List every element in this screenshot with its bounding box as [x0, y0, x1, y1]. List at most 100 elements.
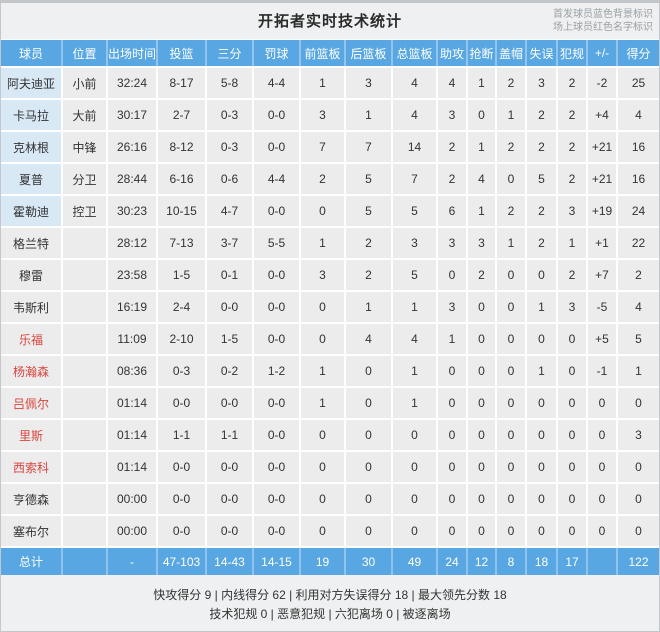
stat-cell [63, 356, 106, 386]
legend: 首发球员蓝色背景标识 场上球员红色名字标识 [553, 8, 653, 34]
column-header: 位置 [63, 40, 106, 66]
stat-cell: 3 [558, 292, 586, 322]
stat-cell: 0 [346, 452, 391, 482]
stat-cell: 3 [618, 420, 659, 450]
stat-cell: 0 [588, 452, 616, 482]
stat-cell: 0 [558, 420, 586, 450]
stat-cell: 3 [438, 292, 466, 322]
player-name-cell: 杨瀚森 [1, 356, 61, 386]
stat-cell: 1 [468, 196, 495, 226]
player-row: 里斯 01:14 1-1 1-1 0-0 0 0 0 0 0 0 0 0 0 3 [1, 420, 659, 450]
stat-cell: 0 [497, 420, 525, 450]
column-header: 总篮板 [393, 40, 436, 66]
stat-cell: 1 [497, 228, 525, 258]
stat-cell: 1-1 [207, 420, 252, 450]
stat-cell: 0-0 [254, 420, 299, 450]
total-stat-cell: 24 [438, 548, 466, 575]
player-name-cell: 克林根 [1, 132, 61, 162]
stat-cell: 1-1 [158, 420, 205, 450]
stat-cell: 5-5 [254, 228, 299, 258]
stat-cell: 0 [558, 516, 586, 546]
stat-cell: 3 [301, 260, 344, 290]
column-header: 罚球 [254, 40, 299, 66]
player-row: 克林根 中锋 26:16 8-12 0-3 0-0 7 7 14 2 1 2 2 2 +21 16 [1, 132, 659, 162]
player-row: 韦斯利 16:19 2-4 0-0 0-0 0 1 1 3 0 0 1 3 -5 4 [1, 292, 659, 322]
player-row: 夏普 分卫 28:44 6-16 0-6 4-4 2 5 7 2 4 0 5 2 +21 16 [1, 164, 659, 194]
stat-cell [63, 420, 106, 450]
stat-cell: 3 [558, 196, 586, 226]
player-name-cell: 卡马拉 [1, 100, 61, 130]
stat-cell: 28:44 [108, 164, 156, 194]
stat-cell: 5 [393, 196, 436, 226]
stat-cell: 4 [393, 324, 436, 354]
stat-cell: 4 [393, 68, 436, 98]
stat-cell: 0-0 [207, 292, 252, 322]
stat-cell: 3 [527, 68, 556, 98]
stat-cell: 7-13 [158, 228, 205, 258]
stat-cell: 分卫 [63, 164, 106, 194]
stat-cell: 1-2 [254, 356, 299, 386]
stat-cell: 3 [468, 228, 495, 258]
stat-cell: 2-10 [158, 324, 205, 354]
stat-cell: 0 [497, 292, 525, 322]
stat-cell: 30:17 [108, 100, 156, 130]
stat-cell: 0 [301, 196, 344, 226]
stat-cell: 1-5 [158, 260, 205, 290]
stat-cell: 0 [438, 484, 466, 514]
stat-cell: 2 [497, 68, 525, 98]
stat-cell: 0 [301, 292, 344, 322]
stat-cell: 0-0 [207, 484, 252, 514]
stat-cell: 0 [301, 324, 344, 354]
stat-cell: 00:00 [108, 516, 156, 546]
player-row: 霍勒迪 控卫 30:23 10-15 4-7 0-0 0 5 5 6 1 2 2 3 +19 24 [1, 196, 659, 226]
stat-cell: 1 [497, 100, 525, 130]
stat-cell: 0-0 [254, 196, 299, 226]
stat-cell: 5 [618, 324, 659, 354]
stat-cell: 1-5 [207, 324, 252, 354]
stat-cell: 2 [527, 196, 556, 226]
stat-cell: 5 [346, 164, 391, 194]
stat-cell: 0 [438, 388, 466, 418]
stat-cell: 0 [438, 516, 466, 546]
stat-cell: 0 [527, 388, 556, 418]
stat-cell: 1 [468, 68, 495, 98]
stat-cell [63, 452, 106, 482]
stat-cell: 0 [438, 260, 466, 290]
stat-cell: 0-0 [158, 388, 205, 418]
page-title: 开拓者实时技术统计 [257, 13, 402, 30]
stat-cell: 0 [588, 420, 616, 450]
stat-cell: 4-4 [254, 164, 299, 194]
stats-table: 球员 位置 出场时间 投篮 三分 罚球 前篮板 后篮板 总篮板 助攻 抢断 盖帽 失误 犯规 +/- 得分 阿夫… [1, 40, 659, 575]
player-name-cell: 夏普 [1, 164, 61, 194]
stat-cell: 0-2 [207, 356, 252, 386]
stat-cell: 0 [346, 388, 391, 418]
stat-cell: 2 [346, 260, 391, 290]
stat-cell: 4 [618, 100, 659, 130]
stat-cell: 0-0 [158, 452, 205, 482]
stat-cell: 0 [346, 516, 391, 546]
total-stat-cell: 122 [618, 548, 659, 575]
stat-cell [63, 292, 106, 322]
player-row: 吕佩尔 01:14 0-0 0-0 0-0 1 0 1 0 0 0 0 0 0 0 [1, 388, 659, 418]
column-header: 得分 [618, 40, 659, 66]
stat-cell: 3 [438, 100, 466, 130]
stat-cell: 1 [527, 292, 556, 322]
player-name-cell: 塞布尔 [1, 516, 61, 546]
total-stat-cell: 49 [393, 548, 436, 575]
player-row: 卡马拉 大前 30:17 2-7 0-3 0-0 3 1 4 3 0 1 2 2 +4 4 [1, 100, 659, 130]
stat-cell: 控卫 [63, 196, 106, 226]
player-name-cell: 霍勒迪 [1, 196, 61, 226]
stat-cell: 0-3 [207, 132, 252, 162]
player-row: 乐福 11:09 2-10 1-5 0-0 0 4 4 1 0 0 0 0 +5 5 [1, 324, 659, 354]
stat-cell: 0 [346, 484, 391, 514]
stat-cell: +7 [588, 260, 616, 290]
stat-cell: 0 [527, 516, 556, 546]
stat-cell: 2 [497, 132, 525, 162]
stat-cell: 08:36 [108, 356, 156, 386]
stat-cell: 1 [527, 356, 556, 386]
stat-cell: 0 [301, 516, 344, 546]
stat-cell: 3 [438, 228, 466, 258]
stat-cell: +19 [588, 196, 616, 226]
total-stat-cell: 14-43 [207, 548, 252, 575]
